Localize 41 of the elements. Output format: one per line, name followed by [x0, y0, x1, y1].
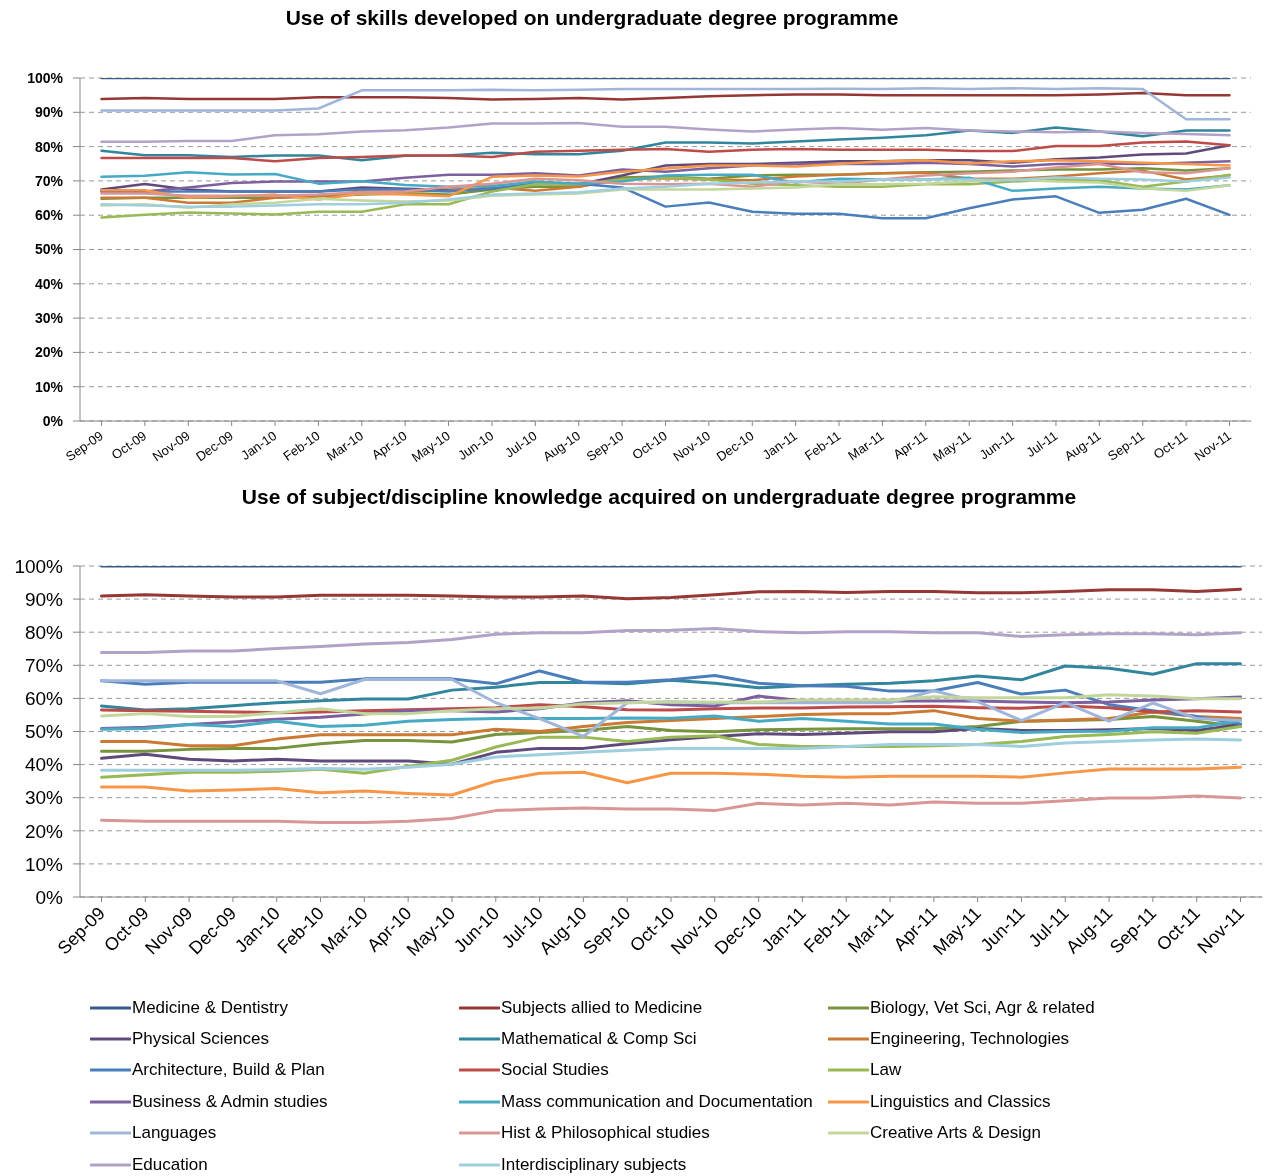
- legend-label: Linguistics and Classics: [870, 1091, 1051, 1112]
- legend-label: Interdisciplinary subjects: [501, 1154, 687, 1175]
- y-tick-label: 70%: [34, 172, 64, 189]
- legend-label: Business & Admin studies: [132, 1091, 328, 1112]
- y-tick-label: 100%: [14, 555, 64, 577]
- legend-label: Law: [870, 1060, 902, 1081]
- legend-label: Social Studies: [501, 1060, 609, 1081]
- legend-label: Hist & Philosophical studies: [501, 1123, 710, 1144]
- chart-title: Use of subject/discipline knowledge acquired on undergraduate degree programme: [240, 485, 1078, 509]
- y-tick-label: 60%: [34, 207, 64, 224]
- y-tick-label: 70%: [24, 655, 64, 677]
- y-tick-label: 90%: [34, 104, 64, 121]
- legend-label: Mass communication and Documentation: [501, 1091, 813, 1112]
- legend-label: Creative Arts & Design: [870, 1123, 1042, 1144]
- y-tick-label: 80%: [24, 621, 64, 643]
- y-tick-label: 10%: [24, 853, 64, 875]
- legend-label: Biology, Vet Sci, Agr & related: [870, 997, 1095, 1018]
- y-tick-label: 80%: [34, 138, 64, 155]
- y-tick-label: 50%: [24, 721, 64, 743]
- y-tick-label: 60%: [24, 688, 64, 710]
- legend-label: Education: [132, 1154, 208, 1175]
- y-tick-label: 90%: [24, 588, 64, 610]
- y-tick-label: 40%: [24, 754, 64, 776]
- legend-label: Subjects allied to Medicine: [501, 997, 703, 1018]
- y-tick-label: 20%: [34, 344, 64, 361]
- y-tick-label: 30%: [34, 310, 64, 327]
- y-tick-label: 0%: [42, 412, 64, 429]
- y-tick-label: 40%: [34, 275, 64, 292]
- y-tick-label: 100%: [27, 69, 64, 86]
- legend-label: Languages: [132, 1123, 217, 1144]
- legend-label: Architecture, Build & Plan: [132, 1060, 325, 1081]
- legend-label: Physical Sciences: [132, 1029, 270, 1050]
- y-tick-label: 20%: [24, 820, 64, 842]
- y-tick-label: 30%: [24, 787, 64, 809]
- legend-label: Mathematical & Comp Sci: [501, 1029, 697, 1050]
- legend-label: Medicine & Dentistry: [132, 997, 288, 1018]
- chart-title: Use of skills developed on undergraduate degree programme: [284, 6, 900, 30]
- y-tick-label: 0%: [35, 886, 64, 908]
- y-tick-label: 50%: [34, 241, 64, 258]
- legend-label: Engineering, Technologies: [870, 1029, 1070, 1050]
- y-tick-label: 10%: [34, 378, 64, 395]
